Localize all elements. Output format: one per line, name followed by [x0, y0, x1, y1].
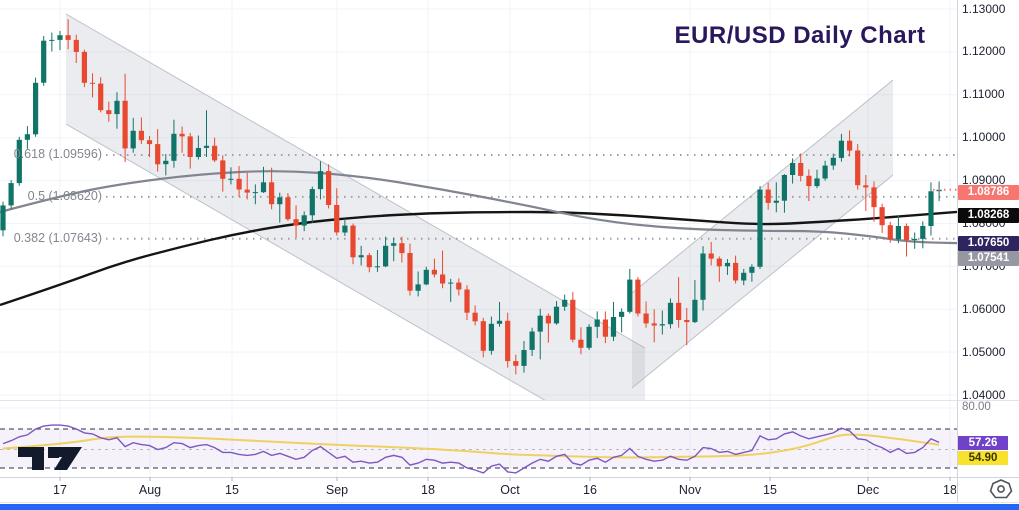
ma-100-line[interactable] [0, 170, 957, 245]
ma-200-line[interactable] [0, 210, 957, 307]
fib-level-label: 0.618 (1.09596) [13, 147, 102, 161]
time-axis-label: 17 [53, 483, 67, 497]
time-axis-label: Oct [500, 483, 520, 497]
price-axis-label: 1.11000 [962, 87, 1005, 102]
tradingview-logo-icon[interactable] [16, 442, 106, 472]
time-axis-label: 16 [583, 483, 597, 497]
rsi-line [2, 424, 940, 474]
price-badge-ma-100-price: 1.07541 [958, 251, 1019, 266]
time-axis-label: 18 [943, 483, 956, 497]
time-axis-label: Aug [138, 483, 162, 497]
price-axis-label: 1.05000 [962, 344, 1006, 359]
price-axis-label: 1.10000 [962, 130, 1006, 145]
indicator-axis-label: 80.00 [962, 401, 991, 413]
rsi-ma-line [2, 433, 940, 459]
time-axis-label: 18 [421, 483, 435, 497]
price-axis-label: 1.06000 [962, 301, 1006, 316]
time-axis-label: Sep [325, 483, 349, 497]
time-axis-label: 15 [763, 483, 777, 497]
chart-watermark-title: EUR/USD Daily Chart [674, 22, 926, 49]
rsi-band [0, 429, 957, 468]
time-axis-label: Nov [678, 483, 702, 497]
price-axis-label: 1.13000 [962, 1, 1006, 16]
price-axis-label: 1.09000 [962, 173, 1006, 188]
rsi-pane [0, 407, 957, 474]
rsi-ma-value-badge: 54.90 [958, 450, 1008, 465]
bottom-accent-bar [0, 504, 1019, 510]
time-axis[interactable]: 17 Aug 15 Sep 18 Oct 16 Nov 15 Dec 18 [0, 477, 956, 502]
rsi-value-badge: 57.26 [958, 436, 1008, 450]
chart-settings-icon[interactable] [986, 477, 1016, 502]
price-axis-label: 1.12000 [962, 44, 1006, 59]
price-axis-label: 1.04000 [962, 387, 1006, 402]
price-badge-level-price: 1.07650 [958, 236, 1019, 251]
candles [0, 19, 942, 375]
time-axis-label: Dec [856, 483, 880, 497]
fib-level-label: 0.5 (1.08620) [27, 188, 102, 203]
time-axis-label: 15 [225, 483, 239, 497]
price-badge-current-price: 1.08786 [958, 185, 1019, 200]
price-badge-ma-200-price: 1.08268 [958, 208, 1019, 223]
fib-level-label: 0.382 (1.07643) [13, 230, 102, 245]
